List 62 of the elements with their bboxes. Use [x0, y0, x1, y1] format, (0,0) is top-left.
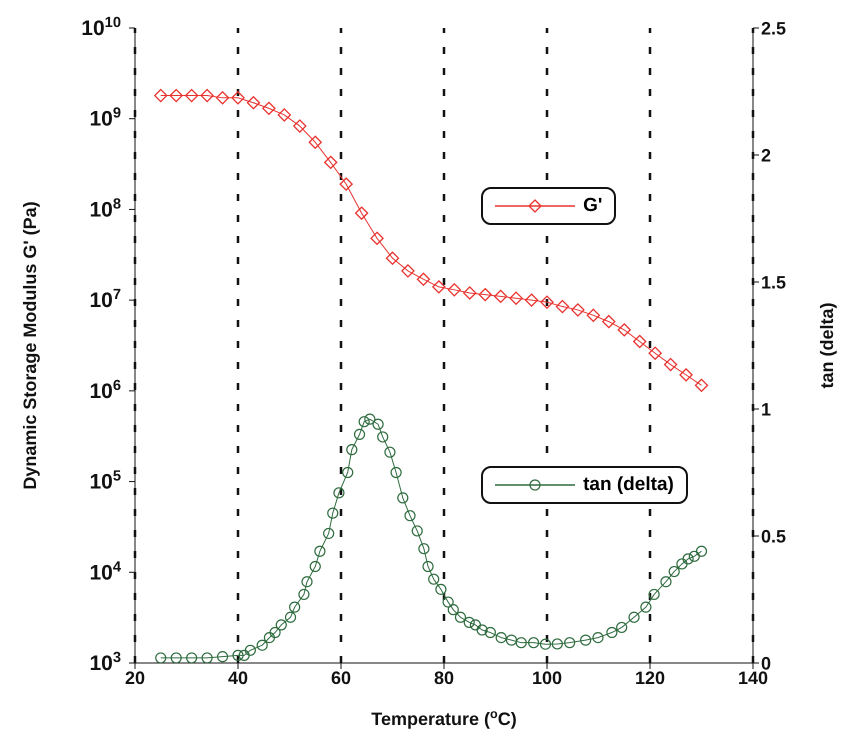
point [416, 272, 430, 286]
point [556, 300, 570, 314]
y2-tick-label: 1.5 [761, 272, 786, 292]
y-tick-label: 10$^{10}$ [81, 15, 121, 40]
point [216, 91, 230, 104]
x-tick-label: 120 [634, 668, 666, 688]
point [324, 156, 338, 170]
point [602, 314, 616, 328]
y-tick-label: 10$^{8}$ [89, 196, 121, 222]
point [354, 206, 368, 220]
point [633, 334, 646, 348]
y-tick-label: 10$^{6}$ [89, 378, 121, 403]
point [463, 286, 476, 300]
point [448, 283, 461, 296]
point [401, 264, 415, 278]
legend-label: tan (delta) [583, 474, 674, 496]
point [200, 88, 214, 102]
y-tick-label: 10$^{3}$ [89, 650, 121, 675]
point [308, 136, 322, 149]
y2-tick-label: 0.5 [761, 526, 786, 546]
point [664, 358, 678, 372]
y-axis-title: Dynamic Storage Modulus G' (Pa) [20, 201, 40, 490]
point [386, 252, 400, 265]
y-tick-label: 10$^{7}$ [89, 287, 121, 312]
point [170, 88, 183, 102]
point [509, 292, 523, 305]
x-tick-label: 60 [330, 668, 352, 688]
y-tick-label: 10$^{9}$ [89, 106, 121, 131]
point [571, 303, 585, 317]
point [293, 119, 306, 133]
legend-box: G' [481, 186, 616, 225]
point [694, 378, 708, 392]
y2-tick-label: 2.5 [761, 18, 786, 38]
point [494, 290, 508, 304]
point [648, 346, 662, 360]
point [370, 232, 384, 245]
point [586, 308, 600, 322]
point [679, 368, 693, 382]
x-axis-title: Temperature ($^{o}$C) [371, 707, 517, 729]
y2-axis-title: tan (delta) [817, 302, 837, 389]
x-tick-label: 80 [434, 668, 454, 688]
point [231, 91, 245, 104]
x-tick-label: 40 [228, 668, 248, 688]
x-tick-label: 100 [532, 668, 562, 688]
point [524, 293, 538, 307]
point [185, 88, 198, 102]
point [478, 288, 492, 302]
legend-label: G' [583, 194, 602, 217]
point [618, 323, 631, 337]
y-tick-label: 10$^{4}$ [89, 559, 122, 584]
point [340, 177, 353, 191]
legend-box: tan (delta) [481, 466, 688, 504]
point [262, 102, 276, 116]
point [246, 96, 260, 110]
y2-tick-label: 1 [761, 399, 772, 420]
point [154, 88, 168, 102]
y2-tick-label: 2 [761, 145, 772, 166]
point [278, 108, 291, 122]
y-tick-label: 10$^{5}$ [89, 468, 121, 494]
x-tick-label: 20 [124, 668, 146, 688]
point [540, 296, 554, 309]
point [432, 280, 446, 294]
